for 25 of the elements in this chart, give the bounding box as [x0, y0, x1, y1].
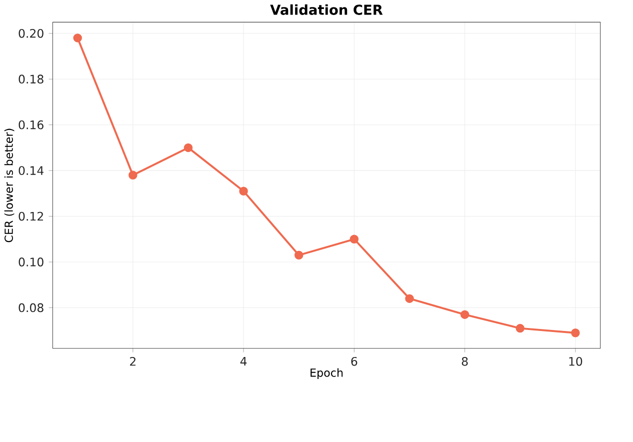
x-tick-label: 8: [462, 356, 468, 366]
x-tick-label: 10: [569, 356, 582, 366]
chart-title: Validation CER: [270, 4, 383, 15]
x-tick-label: 2: [130, 356, 136, 366]
point: [350, 234, 359, 244]
point: [239, 186, 248, 196]
x-axis-title: Epoch: [310, 368, 343, 379]
y-tick-label: 0.16: [18, 120, 44, 130]
y-tick-label: 0.08: [18, 303, 44, 312]
point: [516, 324, 524, 333]
y-tick-label: 0.14: [18, 166, 44, 175]
x-tick-label: 6: [351, 356, 358, 366]
point: [460, 310, 470, 319]
y-tick-label: 0.12: [18, 212, 43, 221]
point: [184, 143, 193, 152]
y-axis-title: CER (lower is better): [4, 128, 14, 242]
y-tick-label: 0.10: [18, 257, 44, 266]
point: [294, 250, 304, 260]
point: [73, 34, 82, 42]
point: [128, 170, 138, 180]
point: [405, 294, 414, 303]
y-tick-label: 0.20: [18, 28, 44, 38]
x-tick-label: 4: [240, 356, 247, 366]
y-tick-label: 0.18: [18, 74, 44, 84]
point: [571, 328, 580, 338]
